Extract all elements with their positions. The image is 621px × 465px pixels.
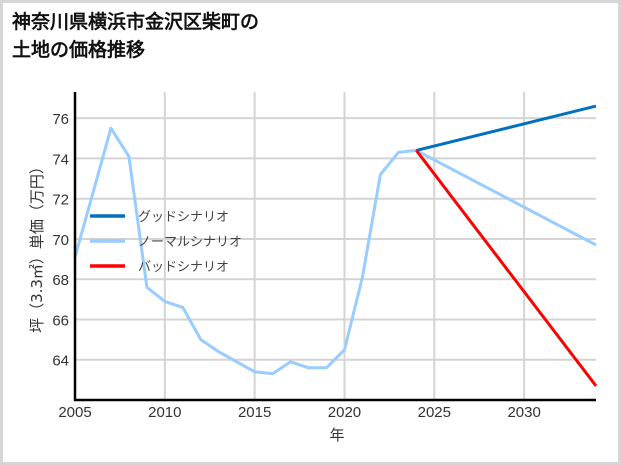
legend-label: ノーマルシナリオ (138, 235, 242, 250)
legend-label: グッドシナリオ (138, 210, 229, 225)
title-line-2: 土地の価格推移 (12, 39, 146, 61)
legend-label: バッドシナリオ (138, 260, 229, 275)
x-tick-label: 2020 (328, 404, 361, 421)
x-tick-label: 2010 (148, 404, 181, 421)
chart-title: 神奈川県横浜市金沢区柴町の 土地の価格推移 (12, 8, 259, 64)
y-axis-label: 坪（3.3㎡）単価（万円） (28, 159, 46, 333)
x-tick-label: 2015 (238, 404, 271, 421)
y-tick-label: 70 (52, 232, 69, 249)
series-line (73, 126, 597, 376)
y-tick-label: 68 (52, 272, 69, 289)
y-tick-label: 76 (52, 111, 69, 128)
series-line (415, 104, 597, 152)
x-axis-label: 年 (329, 426, 344, 444)
y-tick-label: 74 (52, 151, 69, 168)
x-tick-label: 2025 (418, 404, 451, 421)
y-tick-label: 64 (52, 353, 69, 370)
x-tick-label: 2005 (58, 404, 91, 421)
title-line-1: 神奈川県横浜市金沢区柴町の (12, 11, 260, 33)
series-line (415, 149, 598, 387)
y-tick-label: 66 (52, 312, 69, 329)
x-tick-label: 2030 (507, 404, 540, 421)
y-tick-label: 72 (52, 192, 69, 209)
